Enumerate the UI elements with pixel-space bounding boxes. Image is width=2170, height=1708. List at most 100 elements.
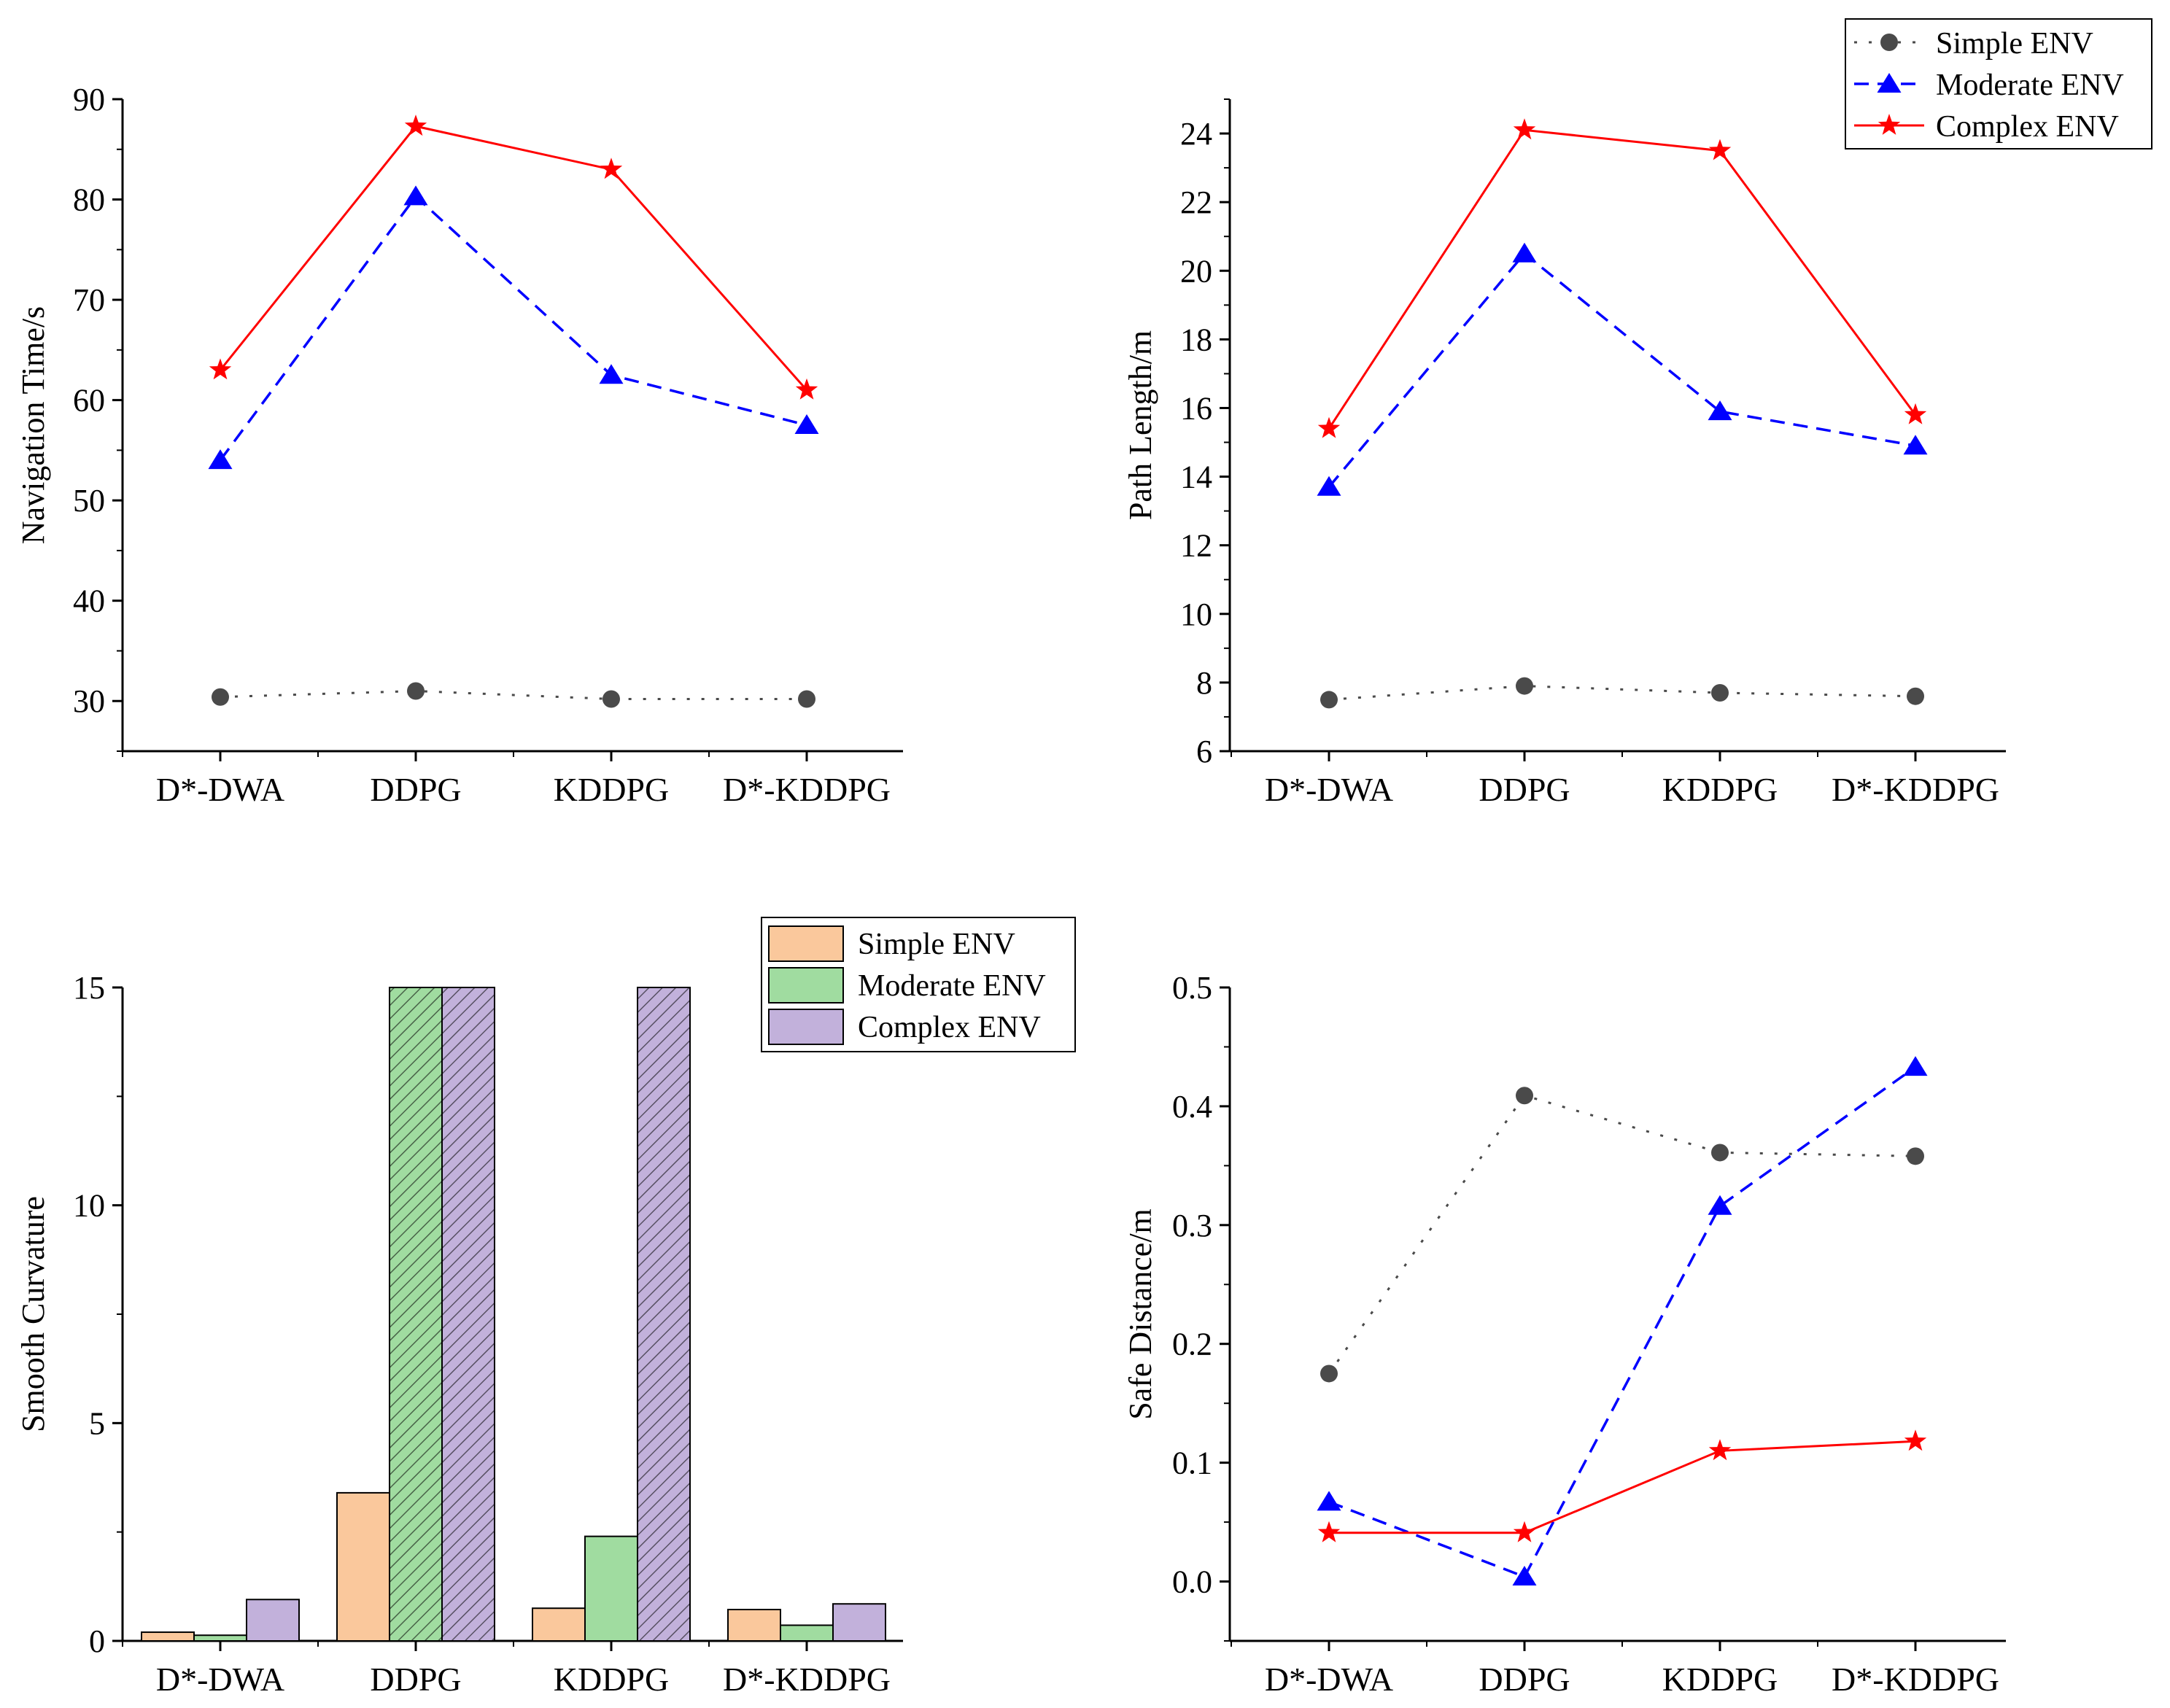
bar-hatch [389, 987, 443, 1642]
y-tick-label: 0.5 [1172, 970, 1212, 1006]
data-point [208, 449, 233, 470]
series-moderate-env [1317, 242, 1928, 496]
bar [584, 1535, 638, 1642]
y-tick-label: 0.2 [1172, 1327, 1212, 1362]
x-tick-label: DDPG [370, 771, 461, 808]
data-point [1516, 677, 1533, 695]
bar [727, 1608, 781, 1642]
data-point [212, 688, 229, 706]
legend-label: Complex ENV [1936, 110, 2119, 144]
legend-swatch [768, 1009, 844, 1045]
y-tick-label: 8 [1196, 665, 1212, 701]
legend-marker [1880, 34, 1898, 51]
bar [532, 1607, 586, 1642]
y-axis-title: Navigation Time/s [15, 306, 51, 544]
x-tick-label: KDDPG [1662, 771, 1778, 808]
series-complex-env [209, 114, 818, 400]
panel-safe-distance: 0.0 0.1 0.2 0.3 0.4 0.5 D*-DWA DDPG KDDPG D*-KDDP… [1123, 970, 2006, 1698]
y-tick-label: 40 [73, 583, 105, 619]
data-point [404, 114, 427, 136]
data-point [1317, 1521, 1341, 1542]
data-point [795, 378, 818, 400]
y-tick-label: 90 [73, 82, 105, 117]
x-tick-label: DDPG [1479, 771, 1570, 808]
panel-smooth-curvature: 0 5 10 15 D*-DWA DDPG KDDPG D*-KDDPG Smooth Curv… [15, 917, 1076, 1698]
data-point [1320, 691, 1338, 709]
data-point [1903, 435, 1928, 455]
y-axis-title: Path Length/m [1123, 330, 1158, 520]
series-moderate-env [193, 987, 834, 1642]
series-simple-env [1320, 1087, 1924, 1383]
data-point [600, 158, 623, 179]
y-tick-label: 15 [73, 970, 105, 1006]
data-point [403, 185, 428, 206]
y-tick-label: 60 [73, 383, 105, 419]
x-tick-label: DDPG [370, 1661, 461, 1698]
series-line [1328, 685, 1916, 701]
data-point [1317, 416, 1341, 438]
x-tick-label: D*-DWA [1265, 771, 1393, 808]
series-line [1329, 1440, 1916, 1534]
data-point [1512, 1566, 1537, 1586]
bar [141, 1631, 195, 1642]
x-tick-label: DDPG [1479, 1661, 1570, 1698]
data-point [1513, 118, 1536, 140]
y-tick-label: 12 [1180, 528, 1212, 564]
data-point [209, 358, 232, 380]
series-moderate-env [1317, 1056, 1928, 1586]
series-simple-env [141, 1491, 781, 1642]
series-complex-env [246, 987, 886, 1642]
x-tick-label: D*-KDDPG [1832, 771, 1999, 808]
y-tick-label: 22 [1180, 185, 1212, 220]
data-point [407, 682, 425, 700]
x-tick-label: D*-DWA [156, 771, 284, 808]
y-tick-label: 20 [1180, 253, 1212, 289]
y-tick-label: 30 [73, 683, 105, 719]
bar [832, 1603, 886, 1642]
data-point [1513, 1521, 1536, 1542]
legend: Simple ENV Moderate ENV Complex ENV [1845, 18, 2152, 150]
y-tick-label: 14 [1180, 459, 1212, 495]
legend-label: Complex ENV [858, 1011, 1041, 1044]
x-tick-label: KDDPG [554, 771, 669, 808]
data-point [1907, 1147, 1924, 1165]
legend-swatch [768, 967, 844, 1004]
data-point [1512, 242, 1537, 263]
data-point [1317, 1491, 1341, 1511]
y-tick-label: 50 [73, 483, 105, 519]
bar [780, 1624, 834, 1642]
y-axis-title: Safe Distance/m [1123, 1208, 1158, 1420]
x-tick-label: D*-KDDPG [723, 1661, 891, 1698]
data-point [1708, 139, 1732, 160]
y-axis-title: Smooth Curvature [15, 1196, 51, 1432]
legend-label: Moderate ENV [858, 969, 1046, 1003]
panel-path-length: 6 8 10 12 14 16 18 20 22 24 D*-DWA DDPG KDDPG D*-KDDP… [1123, 18, 2152, 808]
legend-swatch [768, 925, 844, 962]
series-line [1328, 128, 1917, 430]
y-tick-label: 0.4 [1172, 1089, 1212, 1125]
series-line [1328, 252, 1916, 488]
data-point [1708, 1195, 1732, 1215]
bar [193, 1634, 247, 1642]
y-tick-label: 24 [1180, 116, 1212, 152]
data-point [798, 690, 815, 708]
data-point [1904, 1429, 1927, 1451]
data-point [1907, 687, 1924, 705]
y-tick-label: 6 [1196, 734, 1212, 769]
legend-label: Moderate ENV [1936, 69, 2124, 102]
series-line [1328, 1094, 1916, 1375]
legend: Simple ENV Moderate ENV Complex ENV [761, 917, 1076, 1052]
x-tick-label: D*-DWA [1265, 1661, 1393, 1698]
bar [246, 1599, 300, 1642]
y-tick-label: 10 [1180, 597, 1212, 632]
series-line [219, 125, 808, 391]
series-simple-env [1320, 677, 1924, 709]
legend-label: Simple ENV [1936, 27, 2093, 61]
data-point [1320, 1365, 1338, 1383]
y-tick-label: 0.3 [1172, 1208, 1212, 1243]
series-line [220, 689, 807, 700]
x-tick-label: D*-KDDPG [1832, 1661, 1999, 1698]
legend-marker [1877, 73, 1902, 93]
